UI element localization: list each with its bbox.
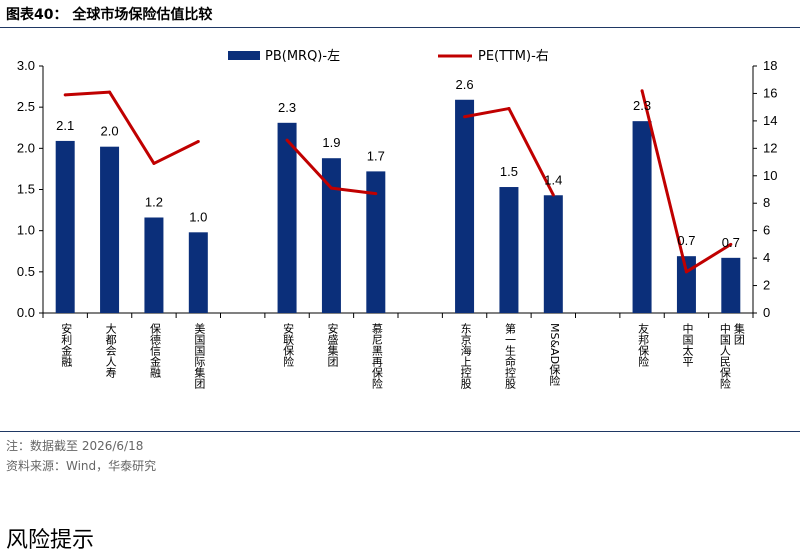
section-title: 风险提示 [6, 528, 95, 553]
left-tick-label: 3.0 [17, 58, 35, 73]
data-label: 2.6 [456, 77, 474, 92]
pb-bar [100, 146, 120, 313]
right-tick-label: 4 [763, 250, 770, 265]
right-tick-label: 0 [763, 305, 770, 320]
category-label: 东京海上控股 [459, 323, 472, 390]
left-tick-label: 2.5 [17, 99, 35, 114]
left-tick-label: 0.0 [17, 305, 35, 320]
category-label: 大都会人寿 [104, 322, 117, 378]
category-label: 友邦保险 [637, 322, 650, 368]
pe-point [108, 90, 112, 94]
category-label: 第一生命控股 [503, 322, 516, 390]
pe-point [551, 193, 555, 197]
category-label: 保德信金融 [148, 322, 161, 379]
notes-rule [0, 431, 800, 432]
title-rule [0, 27, 800, 28]
data-label: 2.0 [101, 124, 119, 139]
combo-chart: 0.0 0.5 1.0 1.5 2.0 2.5 3.0 0 2 4 6 8 10 12 14 16 18 2.1 2… [17, 49, 778, 390]
legend-line-label: PE(TTM)-右 [478, 49, 549, 64]
data-label: 1.9 [322, 135, 340, 150]
pe-line-segment [65, 90, 199, 165]
pb-bar [499, 187, 519, 313]
legend-bar-label: PB(MRQ)-左 [265, 49, 340, 64]
pb-bar [277, 122, 297, 313]
left-tick-label: 2.0 [17, 140, 35, 155]
pe-point [285, 138, 289, 142]
data-label: 2.1 [56, 118, 74, 133]
pe-point [729, 242, 733, 246]
pe-point [640, 89, 644, 93]
right-tick-label: 14 [763, 113, 777, 128]
pb-bar [55, 140, 75, 313]
figure-title: 图表40： 全球市场保险估值比较 [6, 7, 213, 23]
data-label: 1.7 [367, 148, 385, 163]
pb-bar [188, 232, 208, 313]
pb-bar [366, 171, 386, 313]
data-label: 1.5 [500, 164, 518, 179]
category-label: 安盛集团 [326, 322, 339, 368]
category-label: MS&AD保险 [548, 323, 561, 387]
pe-point [152, 161, 156, 165]
pb-bar [144, 217, 164, 313]
data-label: 2.3 [633, 98, 651, 113]
data-label: 1.4 [544, 172, 562, 187]
pe-line-segment [464, 107, 555, 196]
right-tick-label: 6 [763, 223, 770, 238]
right-tick-label: 8 [763, 195, 770, 210]
left-tick-label: 0.5 [17, 264, 35, 279]
pe-point [507, 107, 511, 111]
right-tick-label: 18 [763, 58, 777, 73]
data-label: 0.7 [677, 233, 695, 248]
right-tick-label: 2 [763, 278, 770, 293]
pe-point [196, 139, 200, 143]
pe-point [63, 93, 67, 97]
source-note: 资料来源：Wind，华泰研究 [6, 459, 157, 473]
pe-point [684, 270, 688, 274]
data-label: 0.7 [722, 235, 740, 250]
category-label: 慕尼黑再保险 [370, 322, 383, 390]
data-note: 注：数据截至 2026/6/18 [6, 439, 144, 453]
right-tick-label: 12 [763, 140, 777, 155]
pb-bar [543, 195, 563, 313]
category-label: 安联保险 [282, 322, 295, 368]
pe-point [329, 186, 333, 190]
pb-bar [632, 121, 652, 313]
left-tick-label: 1.5 [17, 182, 35, 197]
category-label: 中国太平 [681, 323, 694, 368]
pb-bar [455, 99, 475, 313]
left-tick-label: 1.0 [17, 223, 35, 238]
data-label: 1.2 [145, 194, 163, 209]
category-label: 集团 [732, 322, 745, 346]
legend-bar-swatch [228, 51, 260, 60]
pe-point [463, 115, 467, 119]
right-tick-label: 10 [763, 168, 777, 183]
category-label: 安利金融 [60, 322, 73, 368]
pe-point [374, 192, 378, 196]
pb-bar [321, 158, 341, 313]
pb-bar [676, 256, 696, 313]
data-label: 2.3 [278, 100, 296, 115]
category-label: 中国人民保险 [718, 323, 731, 390]
data-label: 1.0 [189, 209, 207, 224]
category-label: 美国国际集团 [193, 323, 206, 390]
pb-bar [721, 257, 741, 313]
right-tick-label: 16 [763, 85, 777, 100]
